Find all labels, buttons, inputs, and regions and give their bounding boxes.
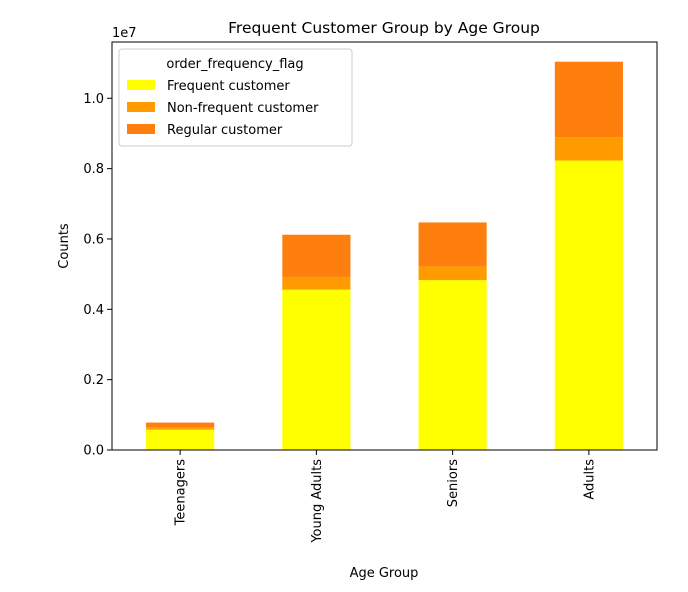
y-tick-label: 1.0 (83, 92, 104, 107)
bar-adults-series-2 (554, 61, 623, 138)
x-axis: Teenagers Young Adults Seniors Adults (174, 450, 597, 544)
bar-young-adults-series-1 (282, 276, 351, 290)
x-tick-label: Seniors (446, 459, 461, 507)
x-tick-label: Adults (582, 459, 597, 500)
legend-label: Regular customer (167, 123, 283, 138)
bar-seniors-series-2 (418, 222, 487, 267)
legend-label: Frequent customer (167, 79, 290, 94)
y-tick-label: 0.2 (83, 373, 104, 388)
bar-young-adults-series-0 (282, 289, 351, 450)
bar-seniors-series-0 (418, 280, 487, 450)
y-offset-text: 1e7 (112, 26, 137, 41)
bars-group (146, 61, 623, 450)
x-tick-label: Young Adults (310, 459, 325, 544)
bar-adults-series-1 (554, 137, 623, 161)
y-tick-label: 0.4 (83, 303, 104, 318)
bar-young-adults-series-2 (282, 234, 351, 277)
x-axis-label: Age Group (350, 566, 419, 581)
legend-swatch (127, 102, 155, 112)
bar-seniors-series-1 (418, 266, 487, 281)
legend-swatch (127, 80, 155, 90)
y-tick-label: 0.8 (83, 162, 104, 177)
x-tick-label: Teenagers (174, 459, 189, 527)
legend-title: order_frequency_flag (166, 57, 303, 72)
legend-label: Non-frequent customer (167, 101, 319, 116)
legend-box (118, 48, 353, 147)
y-tick-label: 0.0 (83, 444, 104, 459)
y-axis-label: Counts (57, 223, 72, 269)
y-tick-label: 0.6 (83, 232, 104, 247)
y-axis: 0.0 0.2 0.4 0.6 0.8 1.0 (83, 92, 112, 459)
chart-title: Frequent Customer Group by Age Group (228, 19, 540, 37)
bar-teenagers-series-0 (146, 429, 215, 450)
legend: order_frequency_flag Frequent customer No… (118, 48, 353, 147)
legend-swatch (127, 124, 155, 134)
bar-teenagers-series-2 (146, 422, 215, 428)
bar-adults-series-0 (554, 160, 623, 450)
bar-teenagers-series-1 (146, 427, 215, 430)
plot-frame (111, 41, 658, 451)
